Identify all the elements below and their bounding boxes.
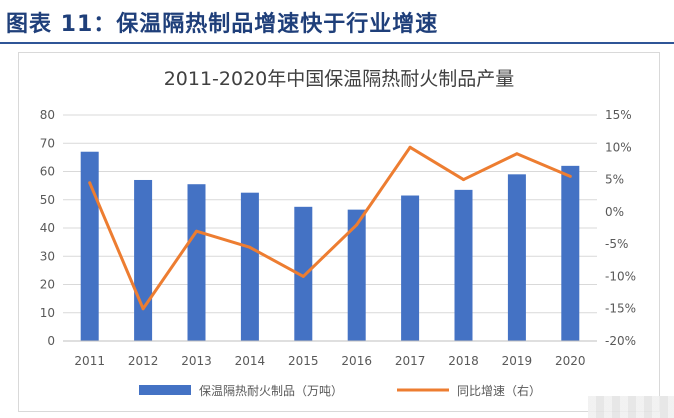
- y-right-tick-label: 10%: [605, 140, 632, 154]
- axes: 0 10 20 30 40 50 60 70 80 -20% -15% -10% -5% 0% 5% 10% 1…: [40, 108, 636, 368]
- y-right-tick-label: 5%: [605, 173, 624, 187]
- bar: [80, 151, 99, 341]
- x-tick-label: 2013: [181, 354, 212, 368]
- line-point: [248, 245, 252, 249]
- line-point: [355, 223, 359, 227]
- bar: [294, 206, 313, 341]
- x-tick-label: 2012: [128, 354, 159, 368]
- x-tick-label: 2014: [235, 354, 266, 368]
- legend-line-label: 同比增速（右）: [457, 383, 541, 398]
- chart-container: 2011-2020年中国保温隔热耐火制品产量 0 10 20 30 40 50 60 70 80…: [18, 52, 660, 412]
- x-tick-label: 2018: [448, 354, 479, 368]
- line-point: [141, 307, 145, 311]
- y-left-tick-label: 0: [47, 334, 55, 348]
- bar: [454, 189, 473, 341]
- bar: [561, 165, 580, 341]
- legend: 保温隔热耐火制品（万吨） 同比增速（右）: [139, 383, 541, 398]
- x-tick-label: 2017: [395, 354, 426, 368]
- legend-bar-swatch: [139, 385, 191, 395]
- line-point: [568, 174, 572, 178]
- line-series: [88, 145, 572, 311]
- chart-title: 2011-2020年中国保温隔热耐火制品产量: [164, 68, 515, 90]
- y-left-tick-label: 50: [40, 193, 55, 207]
- x-tick-label: 2020: [555, 354, 586, 368]
- y-left-tick-label: 20: [40, 278, 55, 292]
- y-right-tick-label: 15%: [605, 108, 632, 122]
- line-point: [88, 181, 92, 185]
- y-left-tick-label: 70: [40, 136, 55, 150]
- x-tick-label: 2015: [288, 354, 319, 368]
- y-left-tick-label: 80: [40, 108, 55, 122]
- bar: [134, 179, 153, 341]
- line-point: [301, 274, 305, 278]
- legend-bar-label: 保温隔热耐火制品（万吨）: [199, 384, 343, 398]
- y-left-tick-label: 30: [40, 249, 55, 263]
- y-left-tick-label: 60: [40, 165, 55, 179]
- title-divider: [0, 42, 674, 44]
- y-right-tick-label: 0%: [605, 205, 624, 219]
- bar-series: [80, 151, 580, 341]
- y-right-tick-label: -5%: [605, 237, 628, 251]
- y-left-tick-label: 10: [40, 306, 55, 320]
- bar: [507, 174, 526, 341]
- line-point: [195, 229, 198, 233]
- x-tick-label: 2019: [502, 354, 533, 368]
- y-right-tick-label: -15%: [605, 302, 636, 316]
- x-tick-label: 2016: [341, 354, 372, 368]
- y-left-tick-label: 40: [40, 221, 55, 235]
- figure-title: 图表 11：保温隔热制品增速快于行业增速: [6, 12, 439, 37]
- line-point: [408, 145, 412, 149]
- x-tick-label: 2011: [74, 354, 105, 368]
- bar: [401, 195, 420, 341]
- growth-line: [88, 145, 571, 311]
- chart-svg: 2011-2020年中国保温隔热耐火制品产量 0 10 20 30 40 50 60 70 80…: [40, 68, 636, 398]
- bar: [347, 209, 366, 341]
- line-point: [515, 152, 519, 156]
- y-right-tick-label: -20%: [605, 334, 636, 348]
- bar: [240, 192, 259, 341]
- bar: [187, 184, 206, 341]
- line-point: [462, 178, 465, 182]
- y-right-tick-label: -10%: [605, 269, 636, 283]
- watermark-overlay: [588, 396, 674, 418]
